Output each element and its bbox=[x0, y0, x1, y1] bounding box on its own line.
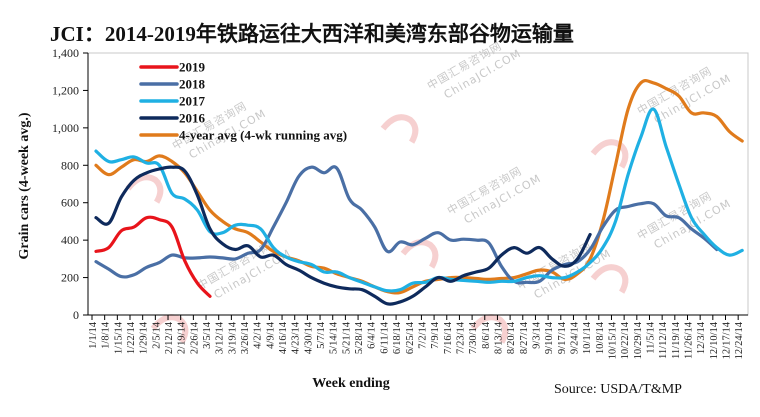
y-tick-label: 1,200 bbox=[52, 83, 79, 97]
x-tick-label: 3/12/14 bbox=[215, 321, 226, 354]
x-tick-label: 12/17/14 bbox=[722, 321, 733, 359]
x-tick-label: 2/5/14 bbox=[151, 321, 162, 349]
x-tick-label: 4/23/14 bbox=[291, 321, 302, 354]
x-tick-label: 5/7/14 bbox=[316, 321, 327, 349]
legend-item-4yr-avg: 4-year avg (4-wk running avg) bbox=[139, 128, 347, 143]
x-tick-label: 1/1/14 bbox=[88, 321, 99, 349]
x-tick-label: 11/5/14 bbox=[645, 321, 656, 353]
x-tick-label: 3/26/14 bbox=[240, 321, 251, 354]
legend-label: 2016 bbox=[179, 111, 206, 126]
source-note: Source: USDA/T&MP bbox=[554, 382, 682, 397]
x-tick-label: 8/20/14 bbox=[506, 321, 517, 354]
y-tick-label: 800 bbox=[61, 158, 79, 172]
x-tick-label: 7/23/14 bbox=[455, 321, 466, 354]
x-tick-label: 3/19/14 bbox=[227, 321, 238, 354]
plot-frame bbox=[87, 52, 749, 316]
x-tick-label: 7/2/14 bbox=[417, 321, 428, 349]
watermark-logo-icon bbox=[125, 174, 164, 204]
legend-item-2019: 2019 bbox=[139, 60, 206, 75]
x-tick-label: 9/24/14 bbox=[569, 321, 580, 354]
x-tick-label: 8/27/14 bbox=[519, 321, 530, 354]
x-tick-label: 2/26/14 bbox=[189, 321, 200, 354]
x-tick-label: 4/2/14 bbox=[253, 321, 264, 349]
x-tick-label: 9/3/14 bbox=[531, 321, 542, 349]
x-tick-label: 11/19/14 bbox=[671, 321, 682, 359]
series-line-2017 bbox=[94, 107, 744, 293]
legend-item-2018: 2018 bbox=[139, 77, 206, 92]
x-tick-label: 6/11/14 bbox=[379, 321, 390, 353]
watermark-logo-icon bbox=[470, 314, 509, 344]
x-tick-label: 4/9/14 bbox=[265, 321, 276, 349]
x-tick-label: 12/3/14 bbox=[696, 321, 707, 354]
x-tick-label: 4/30/14 bbox=[303, 321, 314, 354]
x-tick-label: 9/17/14 bbox=[557, 321, 568, 354]
series-line-2019 bbox=[94, 215, 212, 298]
watermark-logo-icon bbox=[590, 264, 629, 294]
legend-item-2016: 2016 bbox=[139, 111, 206, 126]
x-tick-label: 10/8/14 bbox=[595, 321, 606, 354]
x-tick-label: 1/29/14 bbox=[139, 321, 150, 354]
x-tick-label: 7/9/14 bbox=[430, 321, 441, 349]
x-tick-label: 11/26/14 bbox=[683, 321, 694, 359]
x-tick-label: 5/21/14 bbox=[341, 321, 352, 354]
y-axis-title: Grain cars (4-week avg.) bbox=[17, 112, 32, 259]
x-axis-title: Week ending bbox=[312, 376, 389, 391]
watermark-logo-icon bbox=[380, 114, 419, 144]
legend-label: 2019 bbox=[179, 60, 206, 75]
legend: 2019 2018 2017 2016 4-year avg (4-wk running… bbox=[139, 60, 347, 143]
x-tick-label: 8/13/14 bbox=[493, 321, 504, 354]
watermark-logo-icon bbox=[590, 139, 629, 169]
legend-label: 2018 bbox=[179, 77, 206, 92]
legend-item-2017: 2017 bbox=[139, 94, 206, 109]
x-tick-label: 12/10/14 bbox=[709, 321, 720, 359]
x-axis: 1/1/14 1/8/14 1/15/14 1/22/14 1/29/14 2/5/14 2… bbox=[88, 314, 748, 359]
x-tick-label: 2/19/14 bbox=[177, 321, 188, 354]
x-tick-label: 10/22/14 bbox=[620, 321, 631, 359]
x-tick-label: 5/14/14 bbox=[329, 321, 340, 354]
x-tick-label: 6/4/14 bbox=[367, 321, 378, 349]
y-tick-label: 0 bbox=[73, 308, 79, 322]
y-axis: 0 200 400 600 800 1,000 1,200 1,400 bbox=[52, 46, 89, 322]
x-tick-label: 1/22/14 bbox=[126, 321, 137, 354]
y-tick-label: 200 bbox=[61, 271, 79, 285]
y-tick-label: 600 bbox=[61, 196, 79, 210]
y-tick-label: 1,000 bbox=[52, 121, 79, 135]
x-tick-label: 6/25/14 bbox=[405, 321, 416, 354]
x-tick-label: 9/10/14 bbox=[544, 321, 555, 354]
x-tick-label: 10/29/14 bbox=[633, 321, 644, 359]
x-tick-label: 7/30/14 bbox=[468, 321, 479, 354]
x-tick-label: 1/8/14 bbox=[101, 321, 112, 349]
x-tick-label: 10/15/14 bbox=[607, 321, 618, 359]
x-tick-label: 11/12/14 bbox=[658, 321, 669, 359]
x-tick-label: 8/6/14 bbox=[481, 321, 492, 349]
x-tick-label: 12/24/14 bbox=[734, 321, 745, 359]
series-line-2016 bbox=[94, 165, 592, 306]
x-tick-label: 7/16/14 bbox=[443, 321, 454, 354]
x-tick-label: 2/12/14 bbox=[164, 321, 175, 354]
legend-label: 4-year avg (4-wk running avg) bbox=[179, 128, 347, 143]
x-tick-label: 6/18/14 bbox=[392, 321, 403, 354]
series-line-2018 bbox=[94, 165, 719, 285]
x-tick-label: 1/15/14 bbox=[113, 321, 124, 354]
y-tick-label: 400 bbox=[61, 233, 79, 247]
x-tick-label: 5/28/14 bbox=[354, 321, 365, 354]
x-tick-label: 10/1/14 bbox=[582, 321, 593, 354]
x-tick-label: 3/5/14 bbox=[202, 321, 213, 349]
y-tick-label: 1,400 bbox=[52, 46, 79, 60]
x-tick-label: 4/16/14 bbox=[278, 321, 289, 354]
legend-label: 2017 bbox=[179, 94, 206, 109]
series-lines bbox=[94, 78, 744, 306]
chart-title: JCI：2014-2019年铁路运往大西洋和美湾东部谷物运输量 bbox=[50, 22, 574, 46]
